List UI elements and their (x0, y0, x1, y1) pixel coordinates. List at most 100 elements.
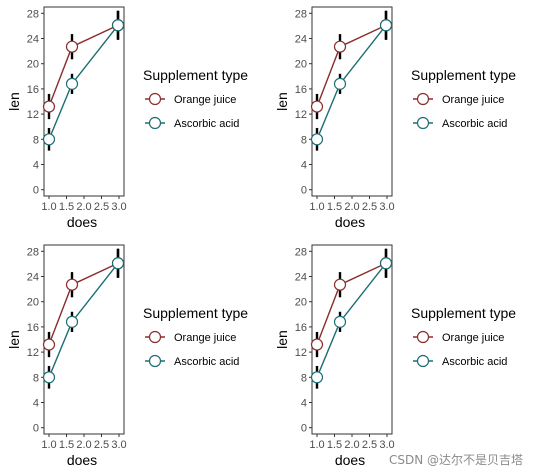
y-tick-label: 8 (33, 134, 39, 146)
legend-label: Ascorbic acid (442, 356, 507, 368)
data-point (333, 315, 347, 328)
legend-title: Supplement type (411, 67, 516, 83)
plot-border (311, 6, 393, 197)
legend-title: Supplement type (143, 305, 248, 321)
x-tick-label: 2.0 (76, 201, 91, 213)
y-tick-label: 28 (295, 246, 307, 258)
y-tick-label: 4 (33, 398, 39, 410)
legend-key-marker (148, 330, 162, 344)
plot-border (43, 6, 125, 197)
legend-key-marker (148, 354, 162, 368)
x-axis-label: does (335, 452, 365, 468)
legend-title: Supplement type (411, 305, 516, 321)
chart-panel-4: 0 4 8 12 16 20 24 28 1.0 1.5 2.0 2.5 3.0 does len Suppl… (274, 244, 516, 468)
y-tick-label: 4 (301, 160, 307, 172)
y-tick-label: 4 (301, 398, 307, 410)
y-tick-label: 24 (27, 272, 39, 284)
x-axis-label: does (335, 214, 365, 230)
x-tick-label: 3.0 (379, 439, 394, 451)
plot-border (311, 244, 393, 435)
y-tick-label: 8 (301, 372, 307, 384)
legend-key-marker (416, 92, 430, 106)
x-axis-label: does (67, 214, 97, 230)
legend-label: Orange juice (174, 332, 236, 344)
y-axis-label: len (6, 330, 22, 349)
chart-panel-3: 0 4 8 12 16 20 24 28 1.0 1.5 2.0 2.5 3.0 does len Suppl… (6, 244, 248, 468)
legend-label: Orange juice (442, 94, 504, 106)
legend-key-marker (416, 354, 430, 368)
y-tick-label: 12 (27, 347, 39, 359)
y-tick-label: 12 (295, 347, 307, 359)
data-point (65, 278, 79, 291)
legend-key-marker (148, 92, 162, 106)
legend-title: Supplement type (143, 67, 248, 83)
y-tick-label: 16 (295, 322, 307, 334)
legend-key-marker (416, 116, 430, 130)
series-line-2 (316, 262, 387, 378)
series-line-2 (48, 262, 119, 378)
legend-label: Orange juice (442, 332, 504, 344)
data-point (310, 133, 324, 146)
y-tick-label: 28 (27, 246, 39, 258)
y-tick-label: 12 (295, 109, 307, 121)
y-tick-label: 20 (295, 59, 307, 71)
data-point (310, 100, 324, 113)
legend-label: Orange juice (174, 94, 236, 106)
x-tick-label: 2.0 (76, 439, 91, 451)
data-point (333, 278, 347, 291)
y-tick-label: 4 (33, 160, 39, 172)
x-tick-label: 1.0 (41, 201, 56, 213)
data-point (379, 257, 393, 270)
y-tick-label: 12 (27, 109, 39, 121)
x-tick-label: 1.0 (41, 439, 56, 451)
x-tick-label: 2.0 (344, 439, 359, 451)
y-tick-label: 16 (27, 322, 39, 334)
csdn-watermark: CSDN @达尔不是贝吉塔 (388, 453, 523, 467)
data-point (310, 338, 324, 351)
y-tick-label: 24 (295, 34, 307, 46)
y-tick-label: 24 (295, 272, 307, 284)
x-tick-label: 3.0 (379, 201, 394, 213)
x-tick-label: 3.0 (111, 201, 126, 213)
data-point (333, 40, 347, 53)
y-tick-label: 16 (295, 84, 307, 96)
legend-label: Ascorbic acid (174, 356, 239, 368)
series-line-2 (316, 24, 387, 140)
x-tick-label: 2.5 (94, 439, 109, 451)
y-tick-label: 24 (27, 34, 39, 46)
y-tick-label: 0 (301, 423, 307, 435)
data-point (111, 257, 125, 270)
data-point (42, 100, 56, 113)
y-tick-label: 0 (301, 185, 307, 197)
y-tick-label: 16 (27, 84, 39, 96)
legend-label: Ascorbic acid (442, 118, 507, 130)
y-tick-label: 0 (33, 185, 39, 197)
y-axis-label: len (274, 92, 290, 111)
y-tick-label: 20 (295, 297, 307, 309)
data-point (65, 40, 79, 53)
series-line-2 (48, 24, 119, 140)
y-tick-label: 28 (295, 8, 307, 20)
x-tick-label: 2.0 (344, 201, 359, 213)
x-tick-label: 1.5 (327, 201, 342, 213)
legend-key-marker (148, 116, 162, 130)
x-tick-label: 1.0 (309, 201, 324, 213)
y-tick-label: 20 (27, 297, 39, 309)
y-axis-label: len (6, 92, 22, 111)
y-axis-label: len (274, 330, 290, 349)
data-point (65, 77, 79, 90)
data-point (42, 133, 56, 146)
x-tick-label: 1.0 (309, 439, 324, 451)
y-tick-label: 28 (27, 8, 39, 20)
x-tick-label: 1.5 (327, 439, 342, 451)
chart-panel-1: 0 4 8 12 16 20 24 28 1.0 1.5 2.0 2.5 3.0 does len Suppl… (6, 6, 248, 230)
x-tick-label: 2.5 (94, 201, 109, 213)
y-tick-label: 8 (301, 134, 307, 146)
legend-label: Ascorbic acid (174, 118, 239, 130)
data-point (42, 338, 56, 351)
plot-border (43, 244, 125, 435)
chart-panel-2: 0 4 8 12 16 20 24 28 1.0 1.5 2.0 2.5 3.0 does len Suppl… (274, 6, 516, 230)
legend-key-marker (416, 330, 430, 344)
x-tick-label: 2.5 (362, 201, 377, 213)
